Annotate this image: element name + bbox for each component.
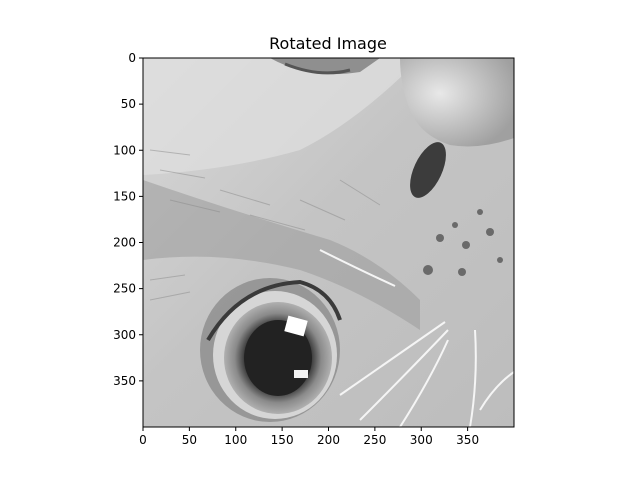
y-tick-label: 100 <box>113 143 136 157</box>
x-tick-label: 0 <box>139 433 147 447</box>
y-tick-label: 0 <box>128 51 136 65</box>
y-tick-label: 50 <box>121 97 136 111</box>
y-tick-label: 300 <box>113 328 136 342</box>
y-axis: 0 50 100 150 200 250 300 350 <box>113 51 143 388</box>
x-axis: 0 50 100 150 200 250 300 350 <box>139 427 479 447</box>
x-tick-label: 350 <box>456 433 479 447</box>
x-tick-label: 150 <box>271 433 294 447</box>
y-tick-label: 150 <box>113 189 136 203</box>
y-tick-label: 200 <box>113 236 136 250</box>
x-tick-label: 200 <box>317 433 340 447</box>
y-tick-label: 250 <box>113 282 136 296</box>
chart-title: Rotated Image <box>269 34 387 53</box>
x-tick-label: 50 <box>182 433 197 447</box>
x-tick-label: 300 <box>410 433 433 447</box>
image-plot <box>143 58 514 427</box>
y-tick-label: 350 <box>113 374 136 388</box>
x-tick-label: 250 <box>363 433 386 447</box>
x-tick-label: 100 <box>224 433 247 447</box>
